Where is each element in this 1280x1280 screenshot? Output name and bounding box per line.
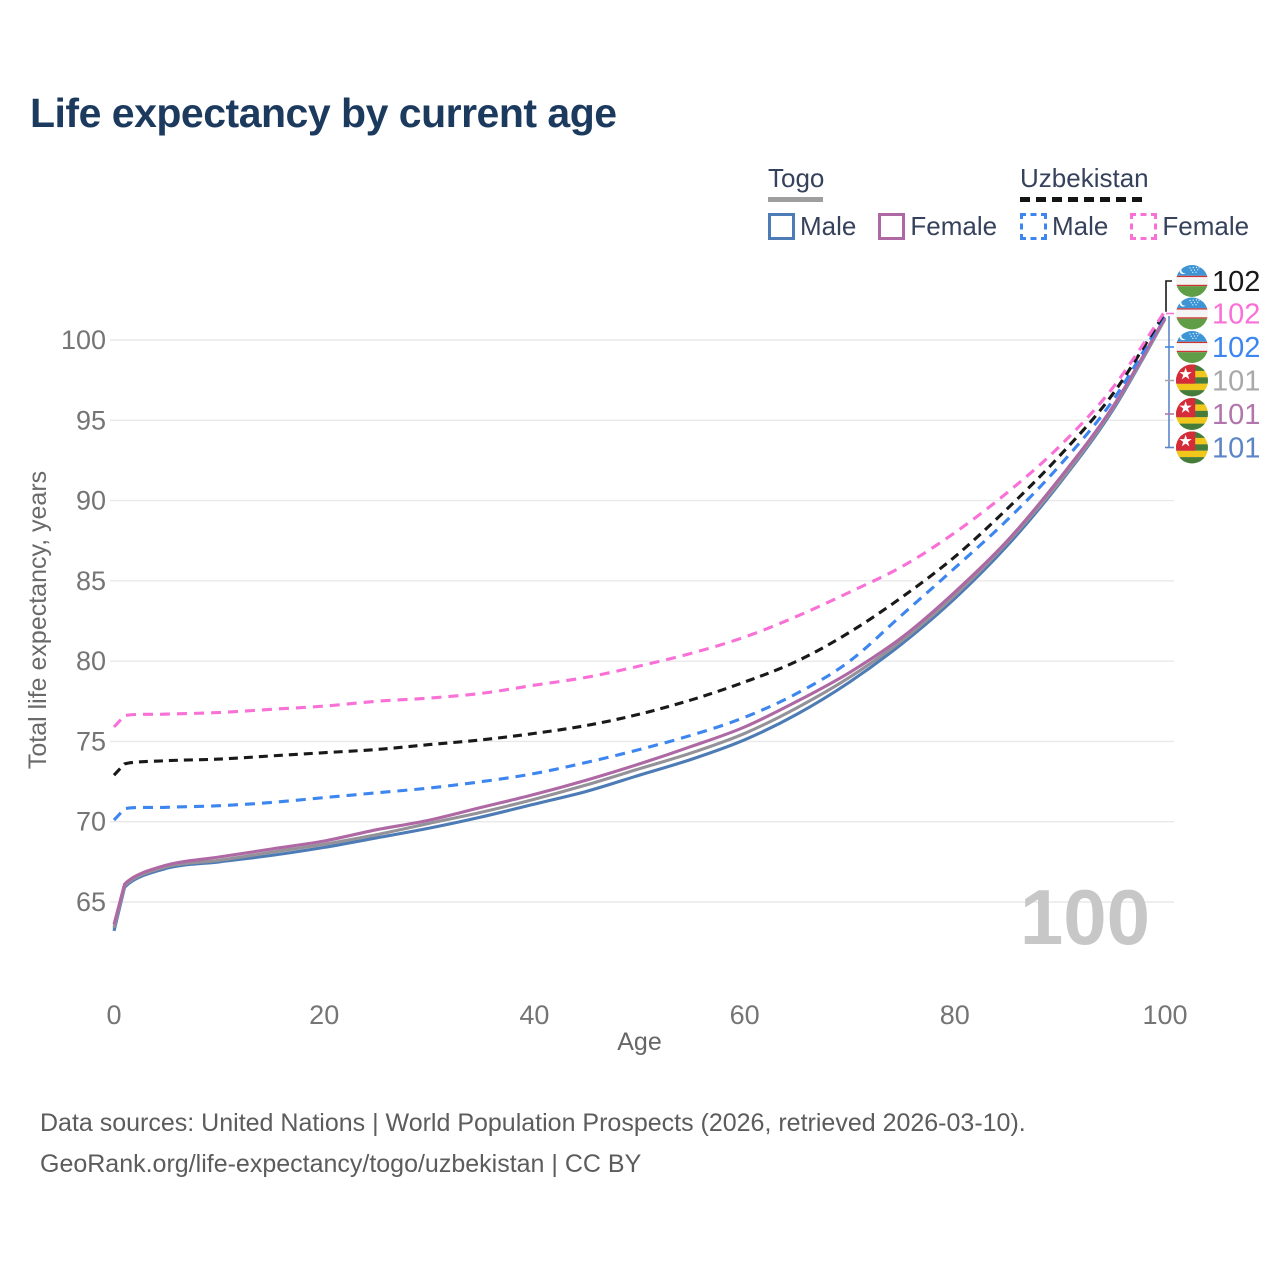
data-sources-line: Data sources: United Nations | World Pop…: [40, 1109, 1026, 1137]
end-value-label-uzbekistan-2: 102: [1212, 332, 1260, 364]
x-tick-label-20: 20: [309, 1000, 339, 1030]
attribution-line: GeoRank.org/life-expectancy/togo/uzbekis…: [40, 1150, 642, 1178]
uzbekistan-flag-icon: [1176, 331, 1208, 363]
legend-label-togo-male[interactable]: Male: [800, 211, 857, 241]
y-tick-label-85: 85: [76, 566, 106, 596]
x-tick-label-80: 80: [940, 1000, 970, 1030]
legend-label-uzbekistan-female[interactable]: Female: [1162, 211, 1250, 241]
series-uzbekistan-male[interactable]: [112, 313, 1167, 822]
y-tick-label-95: 95: [76, 405, 106, 435]
y-tick-label-100: 100: [61, 325, 106, 355]
y-tick-label-80: 80: [76, 646, 106, 676]
series-uzbekistan-female[interactable]: [112, 310, 1167, 729]
x-tick-label-40: 40: [519, 1000, 549, 1030]
legend-underline-solid: [768, 197, 823, 202]
y-tick-label-90: 90: [76, 486, 106, 516]
end-value-label-uzbekistan-0: 102: [1212, 266, 1260, 298]
legend-swatch-togo-female[interactable]: [878, 213, 906, 240]
series-togo-total[interactable]: [112, 318, 1167, 929]
legend-group-uzbekistan-title: Uzbekistan: [1020, 163, 1149, 193]
legend-swatch-uzbekistan-female[interactable]: [1130, 213, 1158, 240]
leader-uzbekistan-total: [1165, 280, 1172, 312]
legend-swatch-togo-male[interactable]: [768, 213, 795, 240]
series-togo-female[interactable]: [112, 316, 1167, 925]
legend-label-togo-female[interactable]: Female: [910, 211, 998, 241]
togo-flag-icon: [1176, 431, 1208, 464]
x-tick-label-100: 100: [1142, 1000, 1187, 1030]
age-watermark: 100: [1020, 873, 1150, 961]
end-value-label-togo-4: 101: [1212, 399, 1260, 431]
y-tick-label-70: 70: [76, 807, 106, 837]
end-value-label-togo-3: 101: [1212, 366, 1260, 398]
y-tick-label-75: 75: [76, 726, 106, 756]
uzbekistan-flag-icon: [1176, 265, 1208, 297]
page-title: Life expectancy by current age: [30, 90, 617, 136]
uzbekistan-flag-icon: [1176, 297, 1208, 330]
legend-underline-dashed: [1020, 197, 1148, 202]
togo-flag-icon: [1176, 364, 1208, 397]
end-value-label-togo-5: 101: [1212, 433, 1260, 465]
legend-group-togo: Togo Male Female: [768, 163, 1019, 242]
series-uzbekistan-total[interactable]: [112, 311, 1167, 777]
series-togo-male[interactable]: [112, 318, 1167, 932]
togo-flag-icon: [1176, 398, 1208, 430]
legend-group-uzbekistan: Uzbekistan Male Female: [1020, 163, 1271, 242]
legend-group-togo-title: Togo: [768, 163, 825, 193]
chart-footer: Data sources: United Nations | World Pop…: [40, 1103, 1026, 1185]
end-value-label-uzbekistan-1: 102: [1212, 299, 1260, 331]
x-axis-title: Age: [617, 1028, 661, 1056]
x-tick-label-0: 0: [106, 1000, 121, 1030]
legend-swatch-uzbekistan-male[interactable]: [1020, 213, 1047, 240]
x-tick-label-60: 60: [730, 1000, 760, 1030]
legend-label-uzbekistan-male[interactable]: Male: [1052, 211, 1109, 241]
y-tick-label-65: 65: [76, 887, 106, 917]
y-axis-title: Total life expectancy, years: [24, 471, 52, 769]
